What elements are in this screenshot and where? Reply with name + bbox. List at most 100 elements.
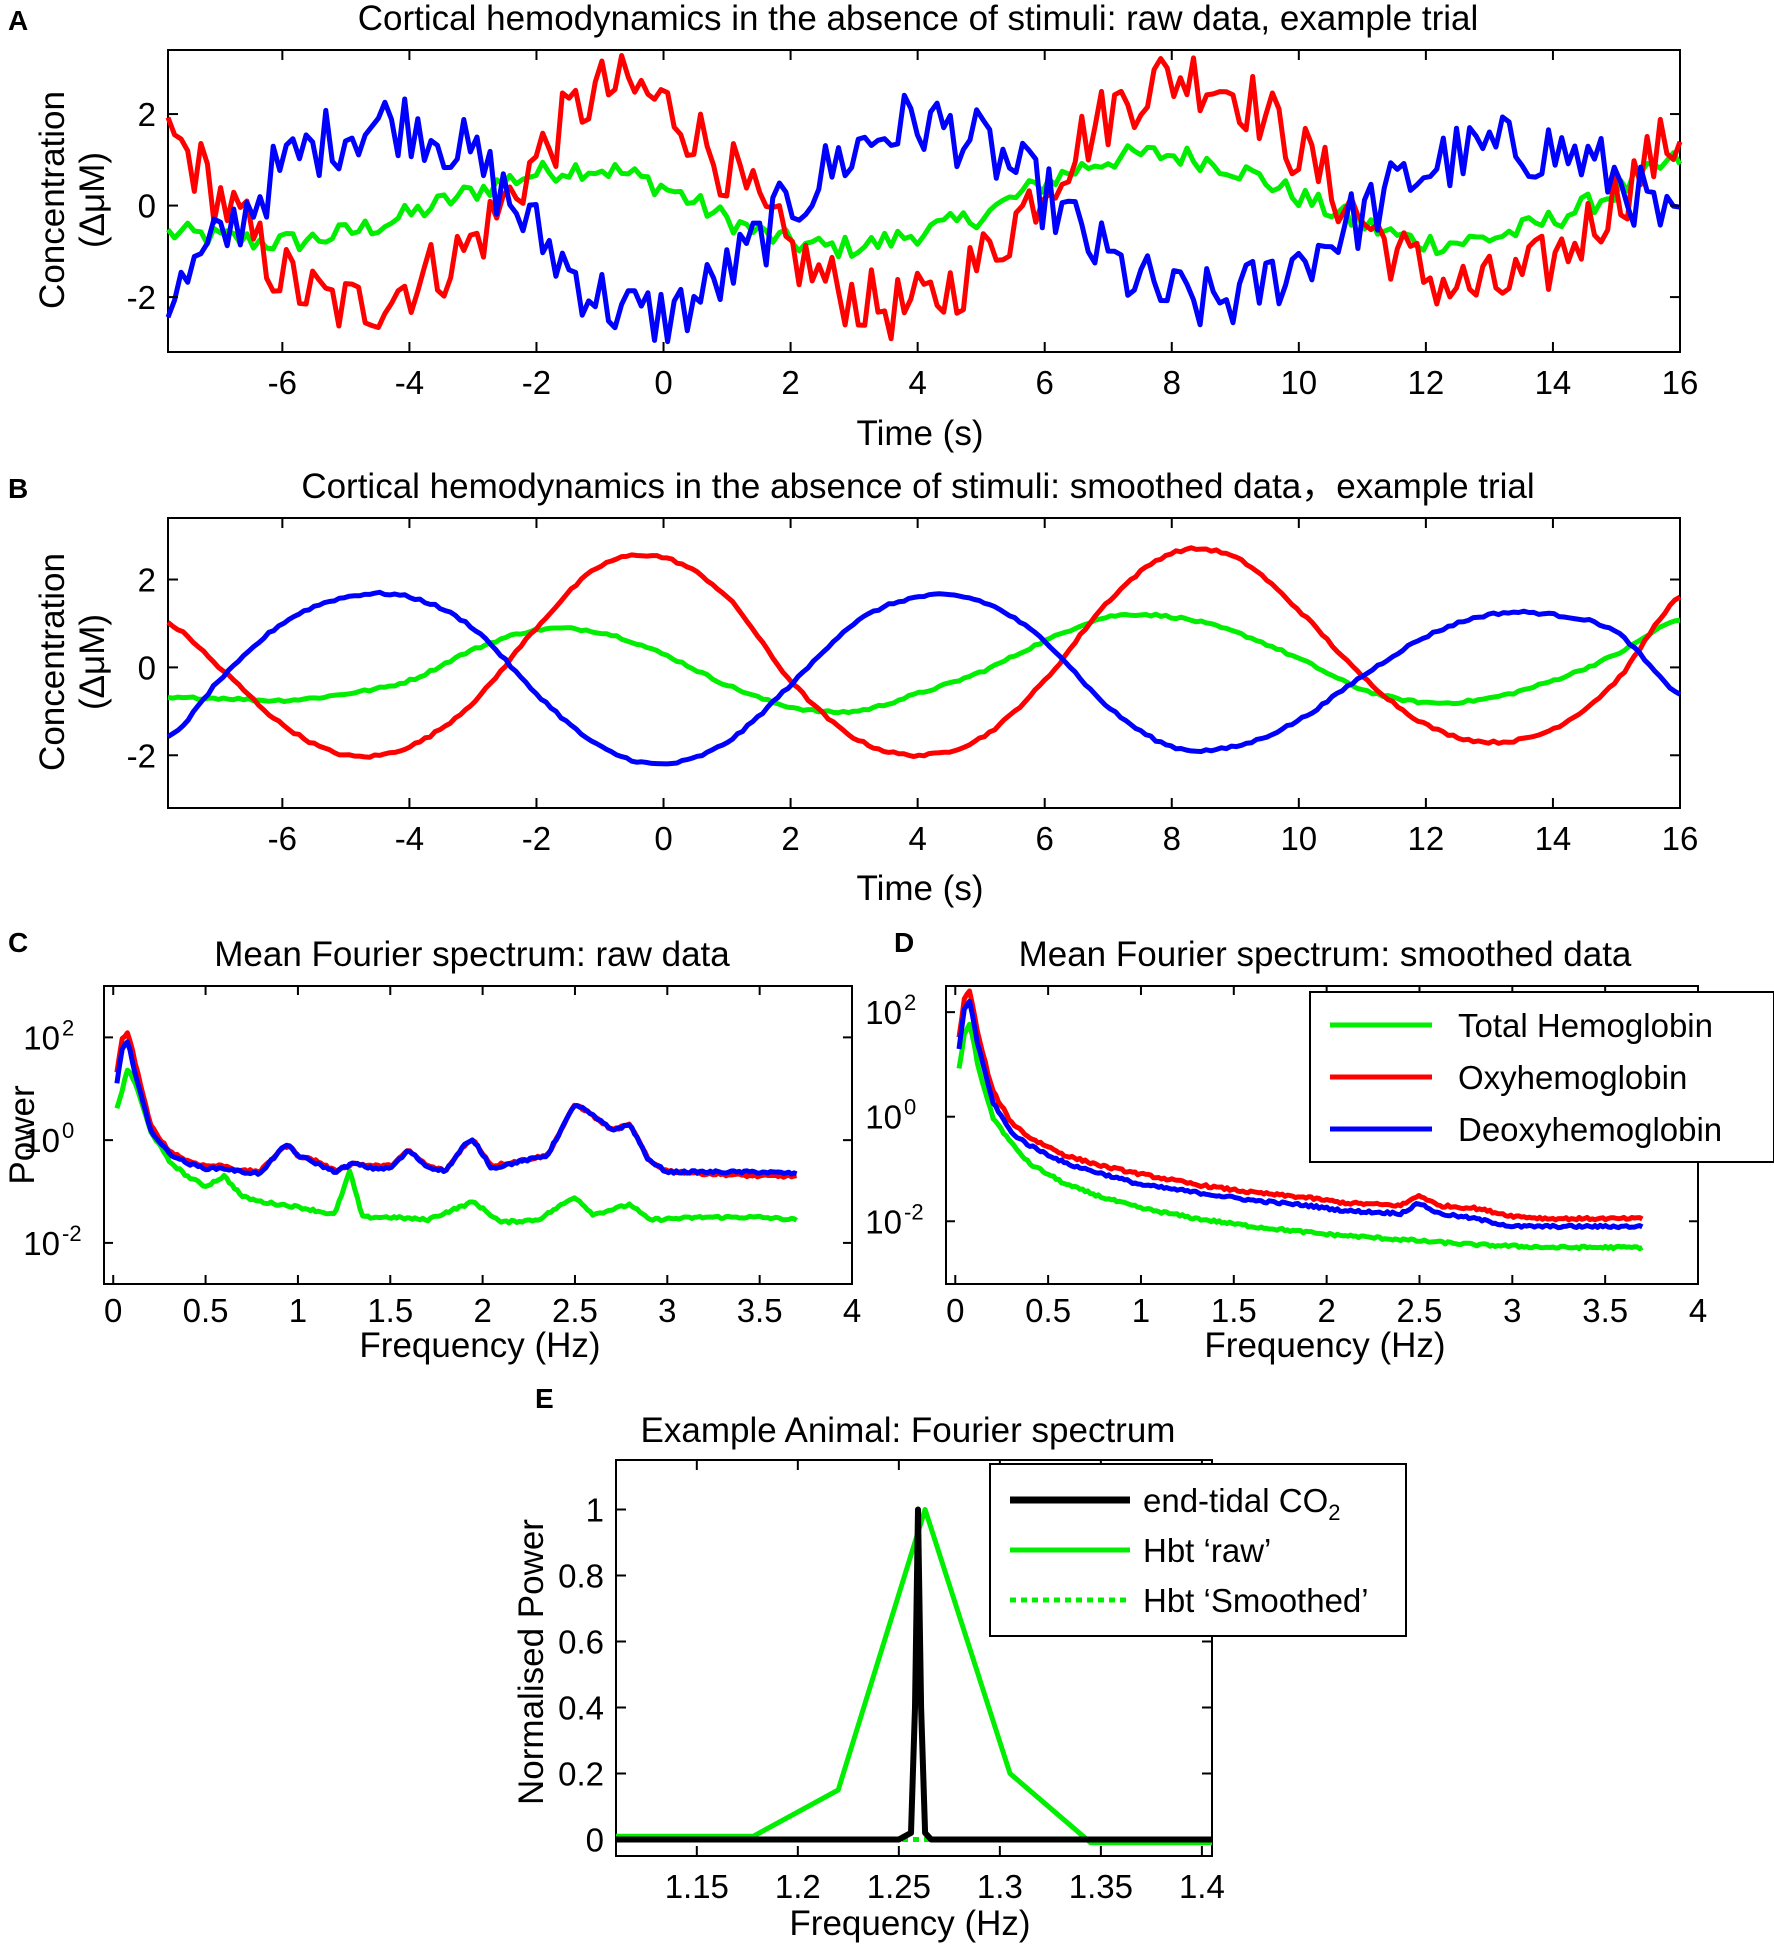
panel-e-plot-frame (615, 1459, 1213, 1857)
panel-d-x-ticks: 0 0.5 1 1.5 2 2.5 3 3.5 4 (946, 986, 1707, 1329)
x-tick-label: 1 (1132, 1292, 1150, 1329)
panel-c-x-label: Frequency (Hz) (359, 1326, 600, 1365)
y-tick-label: 10 (865, 994, 902, 1031)
legend-label-oxyhemoglobin: Oxyhemoglobin (1458, 1059, 1687, 1096)
x-tick-label: 6 (1036, 820, 1054, 857)
y-tick-exponent: 2 (62, 1015, 74, 1040)
y-tick-exponent: 0 (62, 1118, 74, 1143)
x-tick-label: 0 (946, 1292, 964, 1329)
legend-label-deoxyhemoglobin: Deoxyhemoglobin (1458, 1111, 1722, 1148)
panel-d-series (956, 988, 1644, 1252)
panel-a-y-ticks: -2 0 2 (127, 96, 1680, 316)
panel-b-x-label: Time (s) (856, 869, 983, 908)
panel-d-legend: Total Hemoglobin Oxyhemoglobin Deoxyhemo… (1309, 991, 1774, 1163)
x-tick-label: 3.5 (737, 1292, 783, 1329)
y-tick-exponent: -2 (62, 1221, 82, 1246)
y-tick-label: 2 (138, 96, 156, 133)
y-tick-label: 0 (138, 649, 156, 686)
series-line-total-hemoglobin (166, 143, 1683, 260)
panel-e-title: Example Animal: Fourier spectrum (641, 1411, 1176, 1450)
panel-letter-a: A (8, 5, 28, 36)
x-tick-label: 1.25 (867, 1868, 931, 1905)
series-line-deoxyhemoglobin (165, 92, 1681, 345)
x-tick-label: 3.5 (1582, 1292, 1628, 1329)
x-tick-label: 12 (1408, 364, 1445, 401)
panel-b-y-label-line1: Concentration (33, 553, 72, 771)
series-line-total-hemoglobin (114, 1067, 798, 1226)
series-line-end-tidal-co2 (616, 1506, 1212, 1843)
panel-letter-d: D (894, 927, 914, 958)
x-tick-label: 4 (843, 1292, 861, 1329)
x-tick-label: 0 (104, 1292, 122, 1329)
y-tick-label: -2 (127, 279, 156, 316)
panel-b-series (166, 545, 1682, 767)
series-line-hbt-raw (616, 1507, 1212, 1846)
x-tick-label: -4 (395, 364, 424, 401)
x-tick-label: -2 (522, 364, 551, 401)
legend-label-end-tidal-co2: end-tidal CO2 (1143, 1482, 1341, 1525)
panel-e-x-ticks: 1.15 1.2 1.25 1.3 1.35 1.4 (665, 1460, 1225, 1905)
y-tick-exponent: 0 (904, 1095, 916, 1120)
x-tick-label: 0.5 (1025, 1292, 1071, 1329)
x-tick-label: 3 (1503, 1292, 1521, 1329)
panel-e: E Example Animal: Fourier spectrum 1.15 1… (512, 1383, 1407, 1943)
series-line-oxyhemoglobin (166, 545, 1682, 760)
x-tick-label: -4 (395, 820, 424, 857)
x-tick-label: 1.4 (1179, 1868, 1225, 1905)
y-tick-label: 2 (138, 562, 156, 599)
x-tick-label: 8 (1163, 364, 1181, 401)
panel-e-y-ticks: 0 0.2 0.4 0.6 0.8 1 (558, 1492, 1212, 1859)
panel-a-x-label: Time (s) (856, 414, 983, 453)
x-tick-label: -6 (268, 364, 297, 401)
panel-a-title: Cortical hemodynamics in the absence of … (358, 0, 1479, 38)
x-tick-label: 2 (473, 1292, 491, 1329)
y-tick-label: 0.6 (558, 1624, 604, 1661)
y-tick-exponent: 2 (904, 990, 916, 1015)
panel-letter-e: E (535, 1383, 554, 1414)
legend-label-hbt-raw: Hbt ‘raw’ (1143, 1532, 1271, 1569)
series-line-total-hemoglobin (167, 611, 1681, 716)
panel-e-x-label: Frequency (Hz) (789, 1904, 1030, 1943)
x-tick-label: 12 (1408, 820, 1445, 857)
x-tick-label: 1.35 (1069, 1868, 1133, 1905)
x-tick-label: 10 (1280, 820, 1317, 857)
legend-label-hbt-smoothed: Hbt ‘Smoothed’ (1143, 1582, 1369, 1619)
x-tick-label: 1.15 (665, 1868, 729, 1905)
series-line-total-hemoglobin (956, 1021, 1644, 1252)
x-tick-label: 2 (781, 820, 799, 857)
x-tick-label: 0 (654, 820, 672, 857)
y-tick-label: -2 (127, 737, 156, 774)
y-tick-label: 0.8 (558, 1558, 604, 1595)
y-tick-label: 10 (865, 1203, 902, 1240)
y-tick-label: 10 (865, 1099, 902, 1136)
x-tick-label: 2.5 (1397, 1292, 1443, 1329)
x-tick-label: 0 (654, 364, 672, 401)
x-tick-label: 16 (1662, 820, 1699, 857)
series-line-deoxyhemoglobin (166, 589, 1682, 767)
x-tick-label: 1.2 (775, 1868, 821, 1905)
y-tick-label: 0.4 (558, 1690, 604, 1727)
series-line-oxyhemoglobin (956, 988, 1644, 1223)
panel-e-series (616, 1506, 1212, 1846)
x-tick-label: 6 (1036, 364, 1054, 401)
y-tick-label: 0 (586, 1822, 604, 1859)
x-tick-label: 1.3 (977, 1868, 1023, 1905)
panel-a-y-label-line2: (ΔμM) (73, 152, 112, 248)
panel-d-title: Mean Fourier spectrum: smoothed data (1019, 935, 1632, 974)
panel-a-series (165, 53, 1683, 345)
x-tick-label: -2 (522, 820, 551, 857)
y-tick-label: 0.2 (558, 1756, 604, 1793)
series-line-oxyhemoglobin (165, 53, 1683, 342)
x-tick-label: 2.5 (552, 1292, 598, 1329)
x-tick-label: 4 (908, 364, 926, 401)
panel-b-y-ticks: -2 0 2 (127, 562, 1680, 774)
x-tick-label: 3 (658, 1292, 676, 1329)
y-tick-label: 1 (586, 1492, 604, 1529)
x-tick-label: 2 (781, 364, 799, 401)
y-tick-label: 0 (138, 188, 156, 225)
panel-c-x-ticks: 0 0.5 1 1.5 2 2.5 3 3.5 4 (104, 986, 861, 1329)
panel-c-title: Mean Fourier spectrum: raw data (214, 935, 730, 974)
